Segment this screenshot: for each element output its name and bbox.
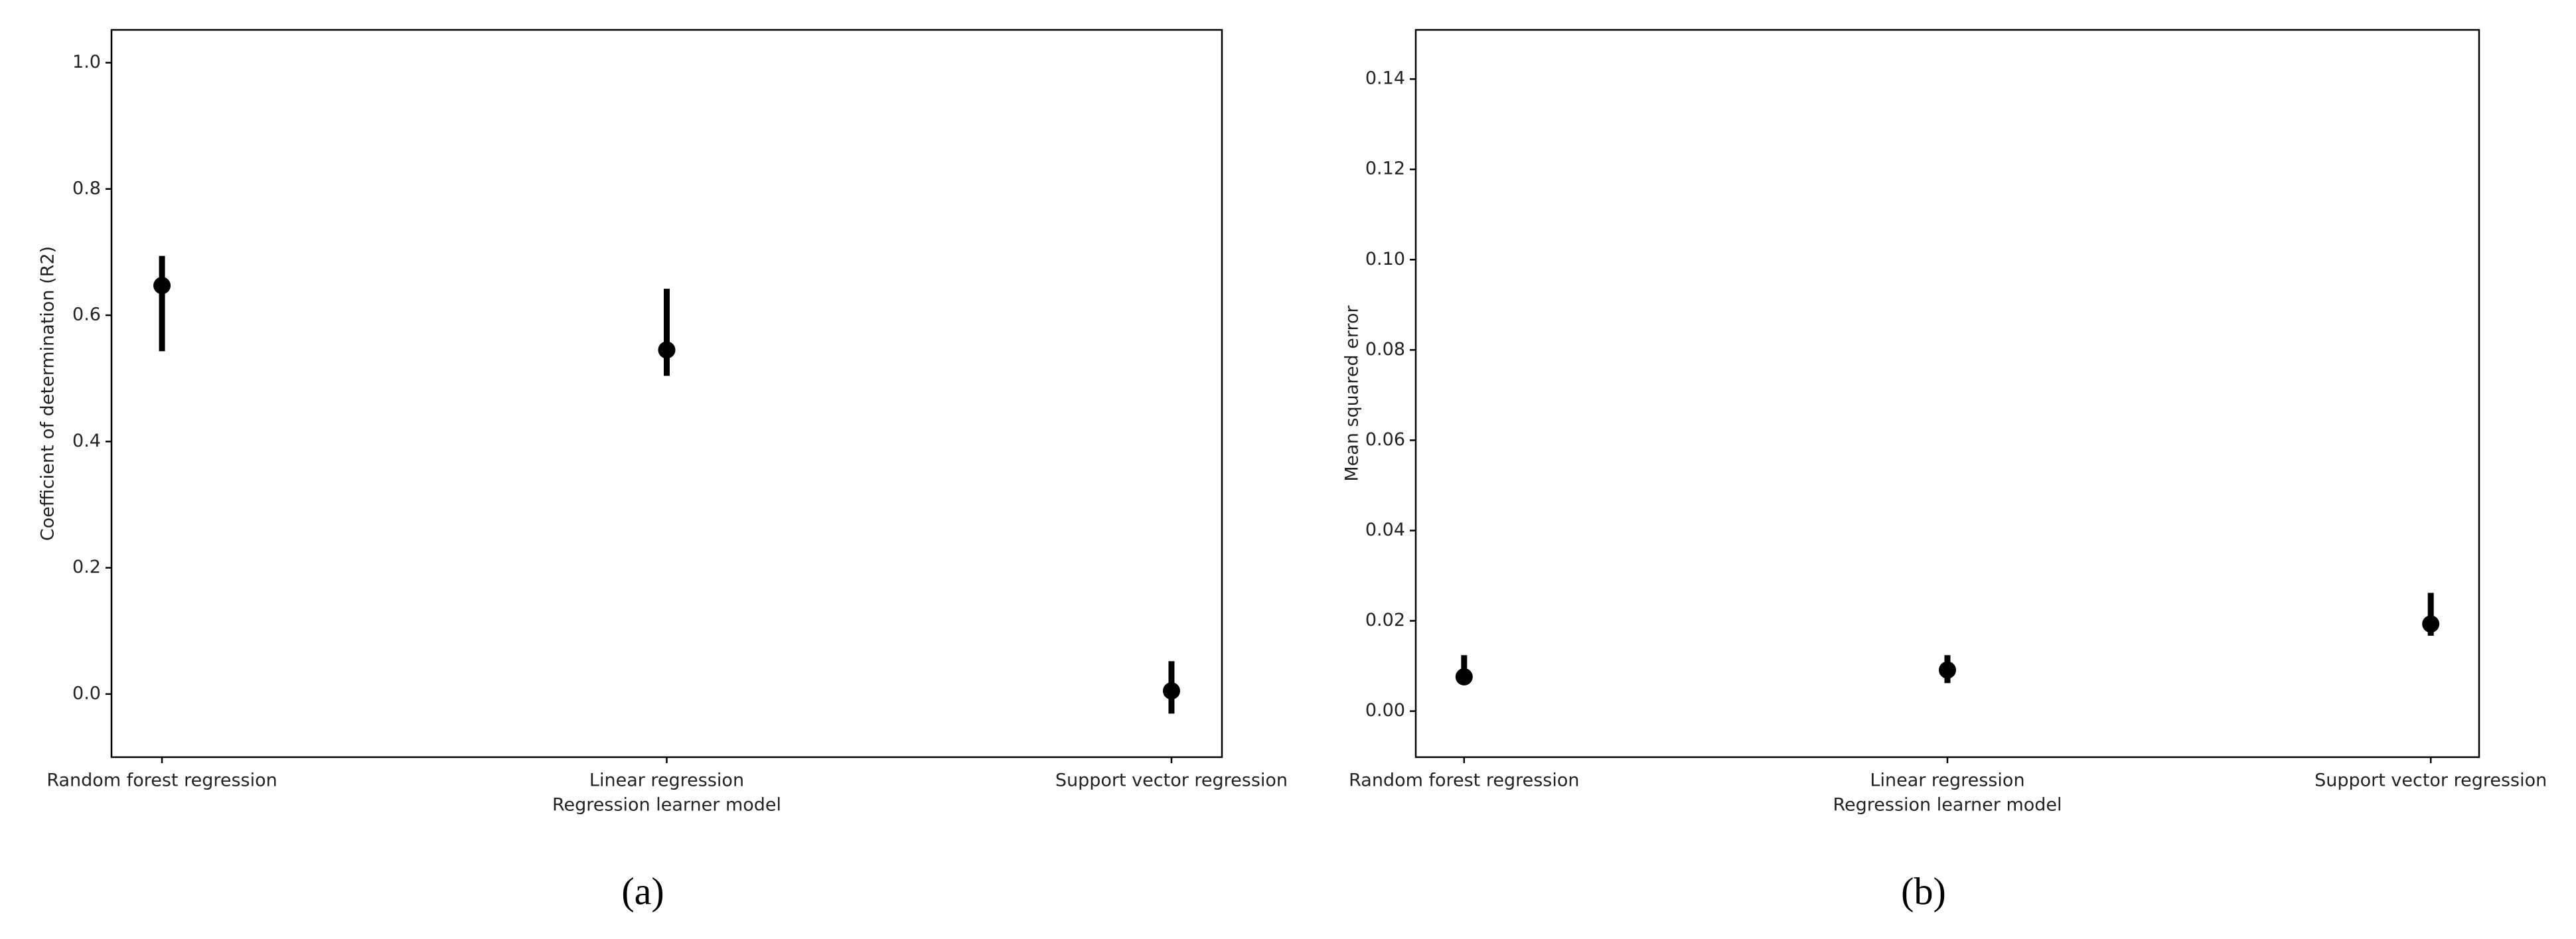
- point: [1162, 682, 1180, 700]
- point: [153, 277, 171, 295]
- y-tick-label: 0.08: [1365, 339, 1405, 360]
- x-tick-label: Random forest regression: [1349, 770, 1579, 791]
- y-tick-label: 0.2: [72, 557, 101, 577]
- caption: (a): [621, 869, 664, 912]
- y-tick-label: 1.0: [72, 52, 101, 72]
- x-tick-label: Support vector regression: [2314, 770, 2547, 791]
- x-axis-label: Regression learner model: [552, 795, 781, 816]
- y-tick-label: 0.02: [1365, 610, 1405, 630]
- y-tick-label: 0.00: [1365, 700, 1405, 721]
- point: [658, 341, 676, 359]
- point: [1455, 668, 1473, 686]
- y-tick-label: 0.10: [1365, 249, 1405, 269]
- point: [1939, 661, 1956, 679]
- y-tick-label: 0.12: [1365, 159, 1405, 179]
- y-tick-label: 0.04: [1365, 520, 1405, 540]
- caption: (b): [1901, 869, 1946, 912]
- x-tick-label: Linear regression: [1870, 770, 2024, 791]
- plot-area: [110, 29, 1223, 758]
- y-tick-label: 0.06: [1365, 429, 1405, 450]
- point: [2422, 615, 2440, 633]
- x-tick-label: Random forest regression: [46, 770, 277, 791]
- y-tick-label: 0.4: [72, 431, 101, 451]
- y-tick-label: 0.0: [72, 683, 101, 703]
- y-tick-label: 0.8: [72, 178, 101, 198]
- plot-area: [1414, 29, 2480, 758]
- x-tick-label: Linear regression: [589, 770, 744, 791]
- y-tick-label: 0.6: [72, 305, 101, 325]
- y-tick-label: 0.14: [1365, 68, 1405, 89]
- y-axis-label: Mean squared error: [1342, 305, 1363, 481]
- x-axis-label: Regression learner model: [1833, 795, 2062, 816]
- y-axis-label: Coefficient of determination (R2): [38, 246, 58, 541]
- x-tick-label: Support vector regression: [1055, 770, 1288, 791]
